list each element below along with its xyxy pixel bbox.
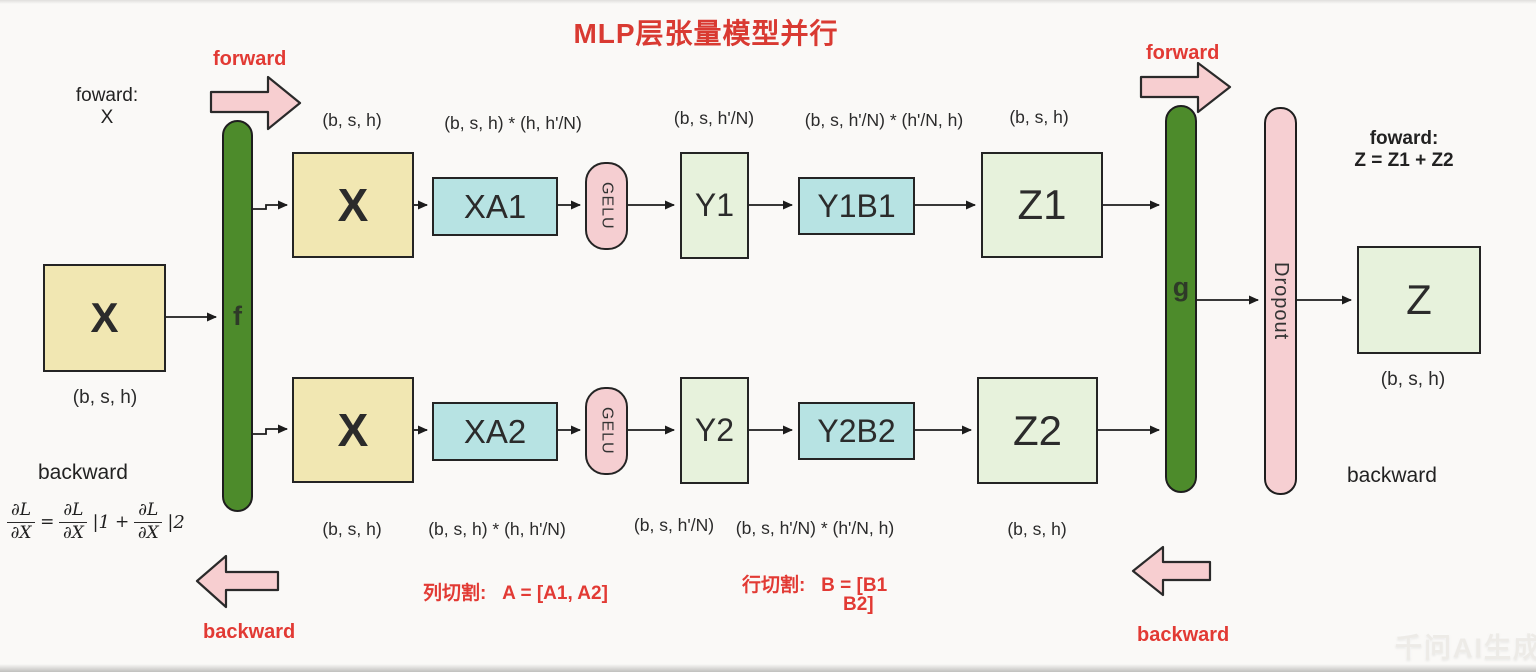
backward-label-bottom-left: backward [203, 621, 296, 643]
foward-z-label: foward: [1369, 128, 1439, 149]
frac1-den: ∂X [10, 522, 32, 543]
box-y2b2: Y2B2 [798, 402, 915, 460]
f-bar-label: f [233, 300, 242, 331]
foward-x-label: foward: [75, 85, 139, 106]
foward-z-value: Z = Z1 + Z2 [1354, 150, 1454, 171]
shape-top-2: (b, s, h) * (h, h'/N) [444, 113, 582, 133]
shape-bottom-1: (b, s, h) [322, 519, 382, 539]
g-bar: g [1165, 105, 1197, 493]
frac2-den: ∂X [62, 522, 84, 543]
gelu-capsule-row1: GELU [585, 162, 628, 250]
forward-arrow-top-left [209, 75, 302, 131]
shape-bottom-3: (b, s, h'/N) [633, 515, 715, 535]
box-z1: Z1 [981, 152, 1103, 258]
box-z2: Z2 [977, 377, 1098, 484]
backward-arrow-bottom-right [1131, 545, 1212, 597]
formula-sub2: |2 [167, 511, 185, 533]
column-split-annotation: 列切割: A = [A1, A2] [423, 578, 608, 605]
column-split-label: 列切割: [423, 583, 487, 604]
box-xa2: XA2 [432, 402, 558, 461]
shape-top-4: (b, s, h'/N) * (h'/N, h) [804, 110, 964, 130]
box-x-input: X [43, 264, 166, 372]
frac1-num: ∂L [7, 500, 36, 523]
gelu-row2-label: GELU [598, 407, 616, 455]
formula-equals: = [40, 512, 55, 533]
box-xa1-label: XA1 [463, 187, 527, 225]
box-x-row1-label: X [337, 179, 369, 231]
column-split-value: A = [A1, A2] [502, 583, 608, 604]
bottom-edge-shade [0, 664, 1536, 672]
box-xa2-label: XA2 [463, 412, 527, 450]
frac3-num: ∂L [134, 500, 163, 523]
shape-bottom-2: (b, s, h) * (h, h'/N) [428, 519, 566, 539]
box-x-row2: X [292, 377, 414, 483]
box-y2b2-label: Y2B2 [817, 412, 896, 449]
shape-top-3: (b, s, h'/N) [673, 108, 755, 128]
box-y2: Y2 [680, 377, 749, 484]
gelu-row1-label: GELU [598, 182, 616, 230]
page-title: MLP层张量模型并行 [573, 18, 839, 49]
foward-x-note: foward: X [76, 85, 138, 129]
box-x-row1: X [292, 152, 414, 258]
frac-dl-dx-3: ∂L ∂X [134, 500, 163, 543]
forward-label-top-right: forward [1146, 42, 1220, 64]
box-z-output: Z [1357, 246, 1481, 354]
box-y1b1-label: Y1B1 [817, 187, 896, 224]
watermark: 千问AI生成 [1395, 633, 1536, 663]
arrow-f-to-x1 [253, 200, 288, 210]
dropout-bar: Dropout [1264, 107, 1297, 495]
row-split-value-line1: B = [B1 [821, 575, 888, 596]
frac-dl-dx-2: ∂L ∂X [59, 500, 88, 543]
top-edge-shade [0, 0, 1536, 4]
backward-arrow-bottom-left [195, 554, 280, 609]
backward-label-bottom-right: backward [1137, 624, 1230, 646]
foward-z-note: foward: Z = Z1 + Z2 [1354, 128, 1453, 172]
box-z1-label: Z1 [1017, 181, 1067, 228]
shape-top-1: (b, s, h) [322, 110, 382, 130]
shape-bottom-4: (b, s, h'/N) * (h'/N, h) [735, 518, 895, 538]
shape-z-output: (b, s, h) [1380, 369, 1446, 390]
gelu-capsule-row2: GELU [585, 387, 628, 475]
box-y1b1: Y1B1 [798, 177, 915, 235]
f-bar: f [222, 120, 253, 512]
foward-x-value: X [100, 107, 114, 128]
frac-dl-dx-1: ∂L ∂X [7, 500, 36, 543]
forward-arrow-top-right [1139, 61, 1232, 114]
arrow-f-to-x2 [253, 424, 288, 435]
box-z-output-label: Z [1406, 276, 1432, 323]
box-x-input-label: X [90, 294, 119, 341]
forward-label-top-left: forward [213, 48, 287, 70]
formula-sub1: |1 [92, 511, 110, 533]
frac2-num: ∂L [59, 500, 88, 523]
formula-plus: + [114, 512, 130, 533]
box-x-row2-label: X [337, 404, 369, 456]
shape-bottom-5: (b, s, h) [1007, 519, 1067, 539]
row-split-value-line2: B2] [843, 594, 874, 615]
g-bar-label: g [1172, 272, 1190, 302]
box-y2-label: Y2 [694, 412, 735, 448]
box-xa1: XA1 [432, 177, 558, 236]
shape-top-5: (b, s, h) [1009, 107, 1069, 127]
box-z2-label: Z2 [1012, 406, 1062, 454]
row-split-annotation: 行切割: B = [B1 [742, 570, 887, 597]
box-y1: Y1 [680, 152, 749, 259]
row-split-label: 行切割: [742, 575, 806, 596]
dropout-bar-label: Dropout [1270, 261, 1292, 341]
gradient-formula: ∂L ∂X = ∂L ∂X |1 + ∂L ∂X |2 [7, 500, 185, 543]
box-y1-label: Y1 [694, 187, 735, 223]
shape-x-input: (b, s, h) [72, 387, 138, 408]
backward-note-left: backward [38, 461, 128, 484]
frac3-den: ∂X [137, 522, 159, 543]
backward-note-right: backward [1347, 464, 1437, 487]
